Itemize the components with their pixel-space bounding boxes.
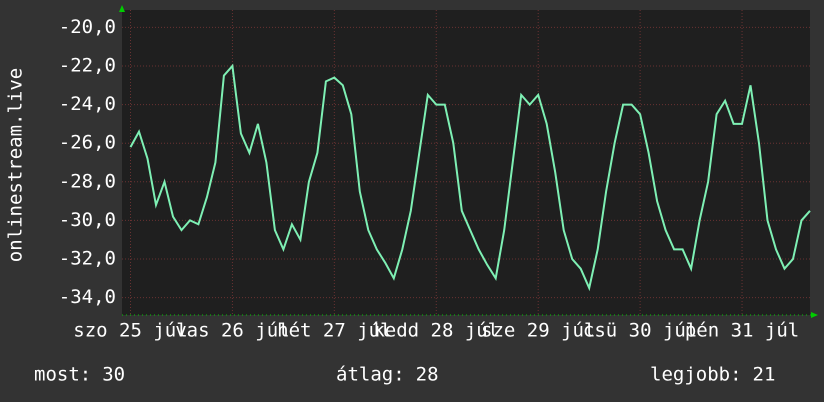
y-tick-label: -32,0 — [59, 248, 116, 270]
stat-value: 30 — [102, 364, 125, 386]
stat-label: most: — [34, 364, 91, 386]
axis-arrow — [119, 5, 125, 12]
axis-arrow — [811, 312, 818, 318]
data-line — [129, 63, 811, 292]
x-tick-label: szo 25 júl — [73, 320, 187, 342]
stat-label: legjobb: — [650, 364, 742, 386]
x-tick-label: sze 29 júl — [481, 320, 595, 342]
plot-area — [122, 10, 810, 315]
stat-value: 21 — [753, 364, 776, 386]
y-tick-label: -22,0 — [59, 54, 116, 76]
y-tick-label: -20,0 — [59, 16, 116, 38]
x-tick-label: hét 27 júl — [277, 320, 391, 342]
y-tick-label: -26,0 — [59, 132, 116, 154]
x-tick-label: csü 30 júl — [583, 320, 697, 342]
stat-value: 28 — [416, 364, 439, 386]
x-tick-label: kedd 28 júl — [373, 320, 499, 342]
x-tick-label: vas 26 júl — [175, 320, 289, 342]
x-tick-label: pén 31 júl — [685, 320, 799, 342]
stat-label: átlag: — [336, 364, 405, 386]
y-tick-label: -24,0 — [59, 93, 116, 115]
y-tick-label: -34,0 — [59, 286, 116, 308]
y-tick-label: -28,0 — [59, 170, 116, 192]
y-axis-label: onlinestream.live — [5, 68, 27, 262]
y-tick-label: -30,0 — [59, 209, 116, 231]
